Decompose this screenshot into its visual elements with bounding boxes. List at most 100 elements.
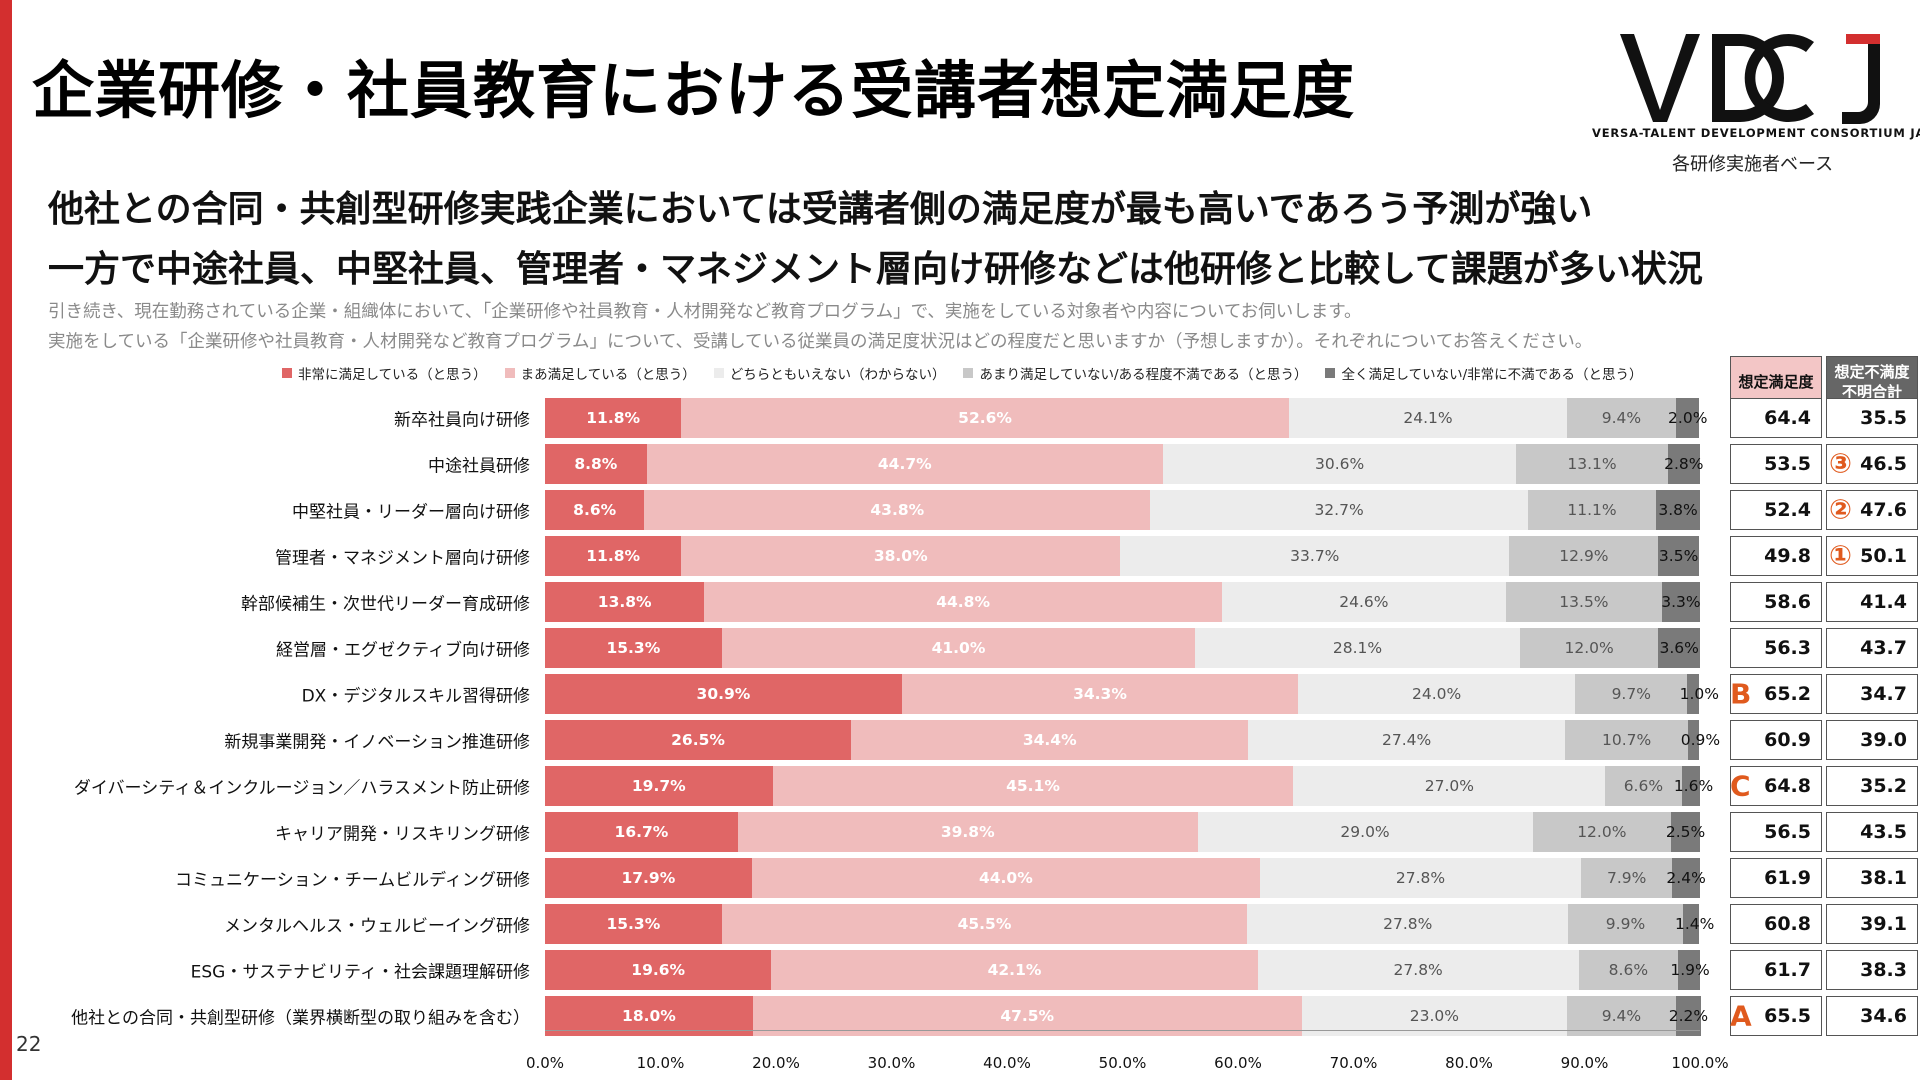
category-label: 管理者・マネジメント層向け研修: [275, 548, 530, 569]
data-label: 27.4%: [1382, 731, 1432, 749]
category-label: 中途社員研修: [428, 456, 530, 477]
satisfied-total-cell: 64.8: [1730, 766, 1822, 806]
legend-item: 非常に満足している（と思う）: [282, 362, 487, 384]
bar-segment: [1675, 398, 1699, 438]
data-label: 3.8%: [1658, 501, 1698, 519]
data-label: 9.7%: [1611, 685, 1651, 703]
legend-label: どちらともいえない（わからない）: [729, 367, 946, 383]
satisfied-total-cell: 61.9: [1730, 858, 1822, 898]
data-label: 13.5%: [1559, 593, 1609, 611]
x-tick-label: 90.0%: [1560, 1054, 1609, 1072]
x-tick-label: 100.0%: [1671, 1054, 1729, 1072]
x-axis: [545, 1030, 1700, 1031]
dissatisfied-rank-marker: ①: [1829, 540, 1852, 572]
bar-segment: [644, 490, 1151, 530]
bar-segment: [545, 996, 753, 1036]
data-label: 34.3%: [1073, 685, 1127, 703]
satisfied-total-cell: 56.5: [1730, 812, 1822, 852]
data-label: 52.6%: [958, 409, 1012, 427]
category-label: 他社との合同・共創型研修（業界横断型の取り組みを含む）: [71, 1008, 530, 1029]
legend-label: あまり満足していない/ある程度不満である（と思う）: [979, 367, 1308, 383]
data-label: 30.9%: [696, 685, 751, 703]
bar-segment: [1532, 812, 1672, 852]
dissatisfied-total-cell: 35.2: [1826, 766, 1918, 806]
legend-swatch: [282, 368, 292, 378]
legend-swatch: [504, 368, 515, 378]
category-label: ESG・サステナビリティ・社会課題理解研修: [190, 962, 530, 983]
bar-segment: [1298, 674, 1576, 714]
legend-item: 全く満足していない/非常に不満である（と思う）: [1325, 362, 1642, 384]
dissatisfied-rank-marker: ③: [1829, 448, 1852, 480]
bar-segment: [1671, 812, 1700, 852]
data-label: 9.4%: [1601, 409, 1642, 427]
bar-segment: [1567, 398, 1676, 438]
bar-segment: [737, 812, 1198, 852]
header-dissatisfied-line1: 想定不満度: [1834, 363, 1910, 381]
bar-segment: [751, 858, 1260, 898]
x-tick-label: 50.0%: [1098, 1054, 1147, 1072]
data-label: 13.8%: [597, 593, 652, 611]
data-label: 24.0%: [1412, 685, 1462, 703]
category-label: 中堅社員・リーダー層向け研修: [292, 502, 530, 523]
x-tick-label: 10.0%: [636, 1054, 685, 1072]
data-label: 24.1%: [1403, 409, 1453, 427]
header-dissatisfied-line2: 不明合計: [1841, 383, 1902, 401]
satisfied-total-cell: 65.2: [1730, 674, 1822, 714]
bar-segment: [1195, 628, 1520, 668]
data-label: 23.0%: [1409, 1007, 1459, 1025]
dissatisfied-total-cell: 35.5: [1826, 398, 1918, 438]
x-tick-label: 70.0%: [1329, 1054, 1378, 1072]
data-label: 45.1%: [1006, 777, 1060, 795]
page-number: 22: [16, 1032, 42, 1056]
bar-segment: [545, 490, 645, 530]
bar-segment: [1120, 536, 1510, 576]
bar-segment: [1221, 582, 1506, 622]
data-label: 44.8%: [936, 593, 990, 611]
bar-segment: [681, 536, 1121, 576]
bar-segment: [545, 444, 647, 484]
data-label: 47.5%: [1000, 1007, 1055, 1025]
data-label: 9.4%: [1601, 1007, 1642, 1025]
bar-segment: [1672, 858, 1700, 898]
chart-legend: 非常に満足している（と思う） まあ満足している（と思う） どちらともいえない（わから…: [282, 362, 1642, 384]
bar-segment: [1567, 996, 1676, 1036]
satisfied-total-cell: 60.9: [1730, 720, 1822, 760]
bar-segment: [1658, 536, 1699, 576]
bar-segment: [1162, 444, 1517, 484]
bar-segment: [646, 444, 1163, 484]
bar-segment: [545, 398, 682, 438]
base-note: 各研修実施者ベース: [1672, 154, 1834, 175]
data-label: 27.0%: [1424, 777, 1474, 795]
bar-segment: [1581, 858, 1673, 898]
data-label: 27.8%: [1393, 961, 1443, 979]
header-satisfied-label: 想定満足度: [1738, 373, 1814, 391]
data-label: 3.6%: [1659, 639, 1699, 657]
data-label: 27.8%: [1395, 869, 1446, 887]
satisfied-rank-marker: B: [1730, 677, 1752, 711]
dissatisfied-total-cell: 43.7: [1826, 628, 1918, 668]
data-label: 13.1%: [1567, 455, 1617, 473]
data-label: 0.9%: [1680, 731, 1721, 749]
x-tick-label: 30.0%: [867, 1054, 916, 1072]
bar-segment: [545, 766, 773, 806]
headline-2: 一方で中途社員、中堅社員、管理者・マネジメント層向け研修などは他研修と比較して課…: [48, 249, 1703, 290]
vdcj-logo: [1620, 34, 1880, 124]
data-label: 15.3%: [606, 915, 661, 933]
bar-segment: [1688, 720, 1699, 760]
bar-segment: [545, 720, 852, 760]
data-label: 29.0%: [1340, 823, 1390, 841]
data-label: 8.8%: [574, 455, 618, 473]
data-label: 1.4%: [1674, 915, 1715, 933]
dissatisfied-total-cell: 41.4: [1826, 582, 1918, 622]
bar-segment: [545, 674, 902, 714]
bar-segment: [1197, 812, 1533, 852]
x-tick-label: 80.0%: [1445, 1054, 1493, 1072]
x-tick-label: 40.0%: [983, 1054, 1031, 1072]
dissatisfied-rank-marker: ②: [1829, 494, 1852, 526]
bar-segment: [545, 904, 722, 944]
bar-segment: [1519, 628, 1659, 668]
logo-caption: VERSA-TALENT DEVELOPMENT CONSORTIUM JAPA…: [1592, 126, 1920, 140]
data-label: 34.4%: [1022, 731, 1077, 749]
bar-segment: [721, 904, 1248, 944]
satisfied-total-cell: 49.8: [1730, 536, 1822, 576]
